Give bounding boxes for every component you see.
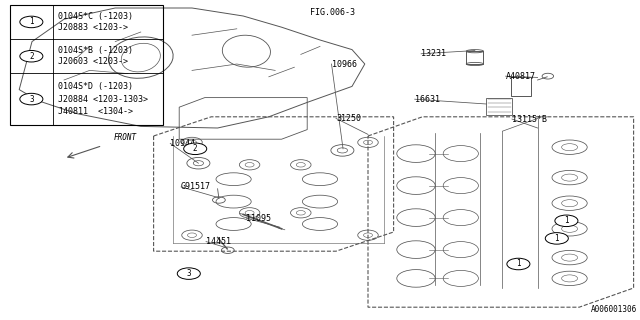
Text: 0104S*C (-1203): 0104S*C (-1203) <box>58 12 133 21</box>
Text: 3: 3 <box>29 95 34 104</box>
Text: J20883 <1203->: J20883 <1203-> <box>58 23 128 32</box>
Circle shape <box>545 233 568 244</box>
Text: 1: 1 <box>29 18 34 27</box>
Text: 16631: 16631 <box>415 95 440 104</box>
Circle shape <box>507 258 530 270</box>
Text: 11095: 11095 <box>246 214 271 223</box>
Text: 10966: 10966 <box>332 60 356 68</box>
Text: J20884 <1203-1303>: J20884 <1203-1303> <box>58 95 148 104</box>
Circle shape <box>20 93 43 105</box>
Text: 10944: 10944 <box>170 139 195 148</box>
Text: G91517: G91517 <box>181 182 211 191</box>
Circle shape <box>20 16 43 28</box>
Text: 14451: 14451 <box>206 237 231 246</box>
Text: 1: 1 <box>516 260 521 268</box>
Text: A006001306: A006001306 <box>591 305 637 314</box>
Text: 13231: 13231 <box>421 49 446 58</box>
Text: 0104S*D (-1203): 0104S*D (-1203) <box>58 82 133 91</box>
Text: 3: 3 <box>186 269 191 278</box>
Text: 13115*B: 13115*B <box>512 115 547 124</box>
Text: 1: 1 <box>564 216 569 225</box>
Text: A40817: A40817 <box>506 72 536 81</box>
Text: FRONT: FRONT <box>113 133 136 142</box>
Bar <box>10 5 163 125</box>
Text: FIG.006-3: FIG.006-3 <box>310 8 355 17</box>
Text: J40811  <1304->: J40811 <1304-> <box>58 108 133 116</box>
Text: 2: 2 <box>29 52 34 61</box>
Text: 0104S*B (-1203): 0104S*B (-1203) <box>58 46 133 55</box>
Circle shape <box>184 143 207 155</box>
Circle shape <box>20 51 43 62</box>
Text: 31250: 31250 <box>336 114 361 123</box>
Text: J20603 <1203->: J20603 <1203-> <box>58 58 128 67</box>
Text: 1: 1 <box>554 234 559 243</box>
Circle shape <box>177 268 200 279</box>
Text: 2: 2 <box>193 144 198 153</box>
Circle shape <box>555 215 578 227</box>
